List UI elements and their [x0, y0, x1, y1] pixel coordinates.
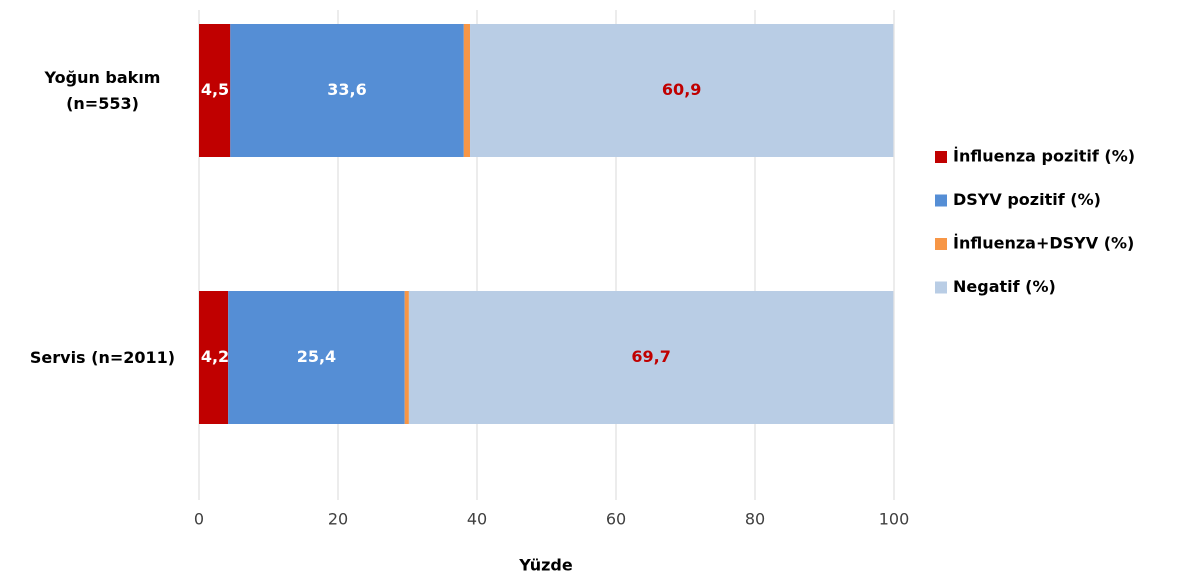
x-axis-title: Yüzde: [518, 556, 573, 575]
bar-segment: [228, 291, 405, 424]
legend-swatch: [935, 281, 947, 294]
legend-label: İnfluenza+DSYV (%): [953, 234, 1134, 253]
bar-segment: [470, 24, 894, 157]
legend-swatch: [935, 151, 947, 163]
y-tick-label: Yoğun bakım (n=553): [44, 67, 161, 113]
x-tick-label: 20: [328, 510, 348, 529]
data-label: 69,7: [631, 347, 670, 366]
legend-swatch: [935, 194, 947, 207]
x-tick-label: 80: [745, 510, 765, 529]
x-tick-label: 40: [467, 510, 487, 529]
data-label: 25,4: [297, 347, 336, 366]
data-label: 60,9: [662, 80, 701, 99]
bar-segment: [408, 291, 894, 424]
bar-segment: [199, 24, 231, 157]
x-tick-label: 0: [194, 510, 204, 529]
data-label: 4,5: [201, 80, 229, 99]
x-tick-label: 100: [879, 510, 910, 529]
legend-label: İnfluenza pozitif (%): [953, 147, 1135, 166]
bar-segment: [404, 291, 409, 424]
data-label: 4,2: [201, 347, 229, 366]
bar-segment: [463, 24, 471, 157]
legend-swatch: [935, 238, 947, 250]
data-label: 33,6: [327, 80, 366, 99]
legend-label: Negatif (%): [953, 277, 1056, 296]
y-tick-label: Servis (n=2011): [29, 347, 176, 367]
legend-label: DSYV pozitif (%): [953, 190, 1101, 209]
x-tick-label: 60: [606, 510, 626, 529]
bar-segment: [199, 291, 229, 424]
bar-segment: [230, 24, 464, 157]
